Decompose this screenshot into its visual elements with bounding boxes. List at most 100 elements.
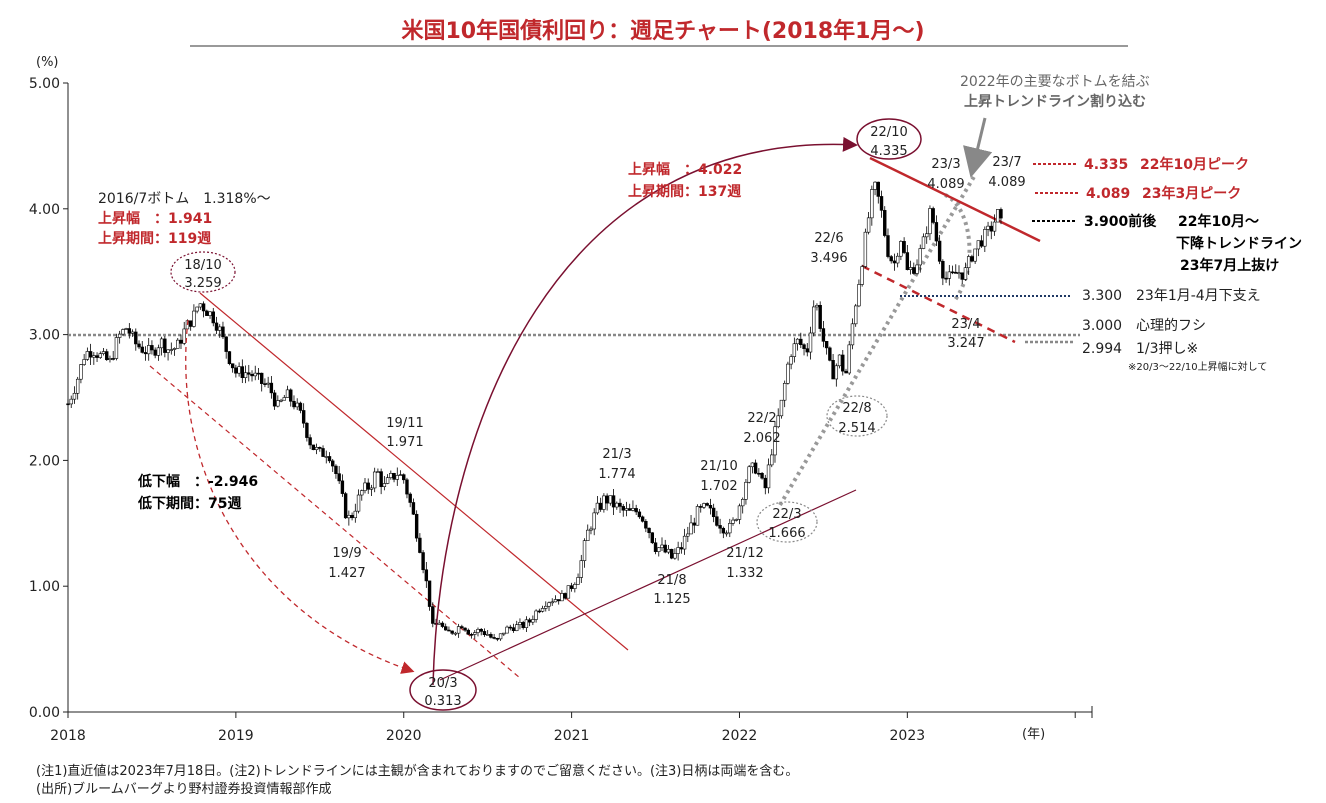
level-3900-value: 3.900前後 [1084,213,1157,230]
candle-body [405,479,409,495]
candle-body [863,231,868,267]
candle-body [66,403,70,406]
candle-body [453,632,458,635]
candle-body [224,336,228,352]
candle-body [650,532,655,544]
candle-body [556,599,561,602]
candle-body [695,506,700,526]
candle-body [150,345,154,351]
candle-body [663,544,667,553]
note-2: (出所)ブルームバーグより野村證券投資情報部作成 [36,781,332,797]
note-1: (注1)直近値は2023年7月18日。(注2)トレンドラインには主観が含まれてお… [36,763,798,779]
candle-body [605,495,609,504]
candle-body [444,626,448,631]
candle-body [986,225,990,230]
candle-body [682,535,687,550]
uptrend-2022-curve [944,193,972,302]
candle-body [795,338,800,345]
label-2108-value: 1.125 [653,592,690,607]
candle-body [615,502,619,508]
candle-body [266,382,270,385]
downtrend-2022-line [869,156,1041,243]
candle-body [163,338,167,353]
candle-body [211,311,215,324]
candle-body [586,529,590,541]
candle-body [402,474,406,481]
marker-2210 [856,118,922,160]
candle-body [340,480,345,494]
candle-body [466,629,471,635]
candle-body [324,456,328,458]
point-labels: 18/10 3.259 19/9 1.427 19/11 1.971 20/3 … [184,125,1025,709]
label-2304-value: 3.247 [947,336,984,351]
candle-body [263,383,267,385]
candle-body [618,502,622,507]
candle-body [847,344,851,374]
level-2994-value: 2.994 [1082,341,1122,357]
trend-note-1: 2022年の主要なボトムを結ぶ [960,74,1150,90]
candle-body [592,512,596,530]
candle-body [734,519,738,521]
candle-body [679,547,684,550]
candle-body [782,383,787,401]
rise2-amount: 上昇幅 ：4.022 [628,161,742,178]
candle-body [666,548,671,553]
candle-body [272,392,277,407]
candle-body [269,382,274,394]
candle-body [873,181,877,190]
candle-body [473,632,477,635]
label-1911-value: 1.971 [386,435,423,450]
label-2210-value: 4.335 [870,144,907,159]
candle-body [644,521,648,529]
candle-body [292,400,296,408]
candle-body [389,473,393,478]
candle-body [876,181,880,197]
candle-body [776,415,780,428]
y-tick-label: 0.00 [29,705,60,721]
candle-body [427,580,432,607]
label-2103-date: 21/3 [602,447,631,462]
candle-body [547,602,551,607]
candle-body [895,255,900,264]
uptrend-2020-line [439,489,857,681]
chart-title: 米国10年国債利回り：週足チャート(2018年1月～) [401,18,924,44]
level-3900-text-2: 下降トレンドライン [1176,235,1302,252]
candle-body [996,209,1000,223]
candle-body [279,399,283,402]
candle-body [540,608,545,612]
candle-body [812,306,816,334]
x-axis-label: (年) [1022,727,1045,742]
candle-body [853,305,858,325]
candle-body [779,399,784,417]
candle-body [628,508,632,511]
candle-body [250,373,254,377]
candle-body [82,359,86,365]
y-tick-label: 3.00 [29,328,60,344]
candle-body [247,372,251,375]
label-2206-value: 3.496 [810,251,847,266]
candle-body [576,577,580,585]
candle-body [669,548,674,559]
bottom-2016-text: 2016/7ボトム 1.318%～ [98,191,271,207]
candle-body [253,372,257,377]
candle-body [418,537,422,553]
candle-body [208,311,212,316]
candle-body [127,328,132,334]
candle-body [88,351,93,358]
candle-body [941,260,945,279]
candle-body [711,507,716,518]
candle-body [750,462,755,468]
candle-body [334,465,338,474]
candle-body [631,508,635,511]
candle-body [301,410,306,424]
label-1909-date: 19/9 [332,546,361,561]
candle-body [214,322,219,331]
candle-body [75,378,80,394]
candle-body [101,351,106,354]
candle-body [569,585,574,589]
level-labels: 4.335 22年10月ピーク 4.089 23年3月ピーク 3.900前後 2… [1082,156,1302,373]
label-2103-value: 1.774 [598,467,635,482]
candle-body [883,210,887,236]
candle-body [124,328,128,330]
candle-body [456,626,461,634]
